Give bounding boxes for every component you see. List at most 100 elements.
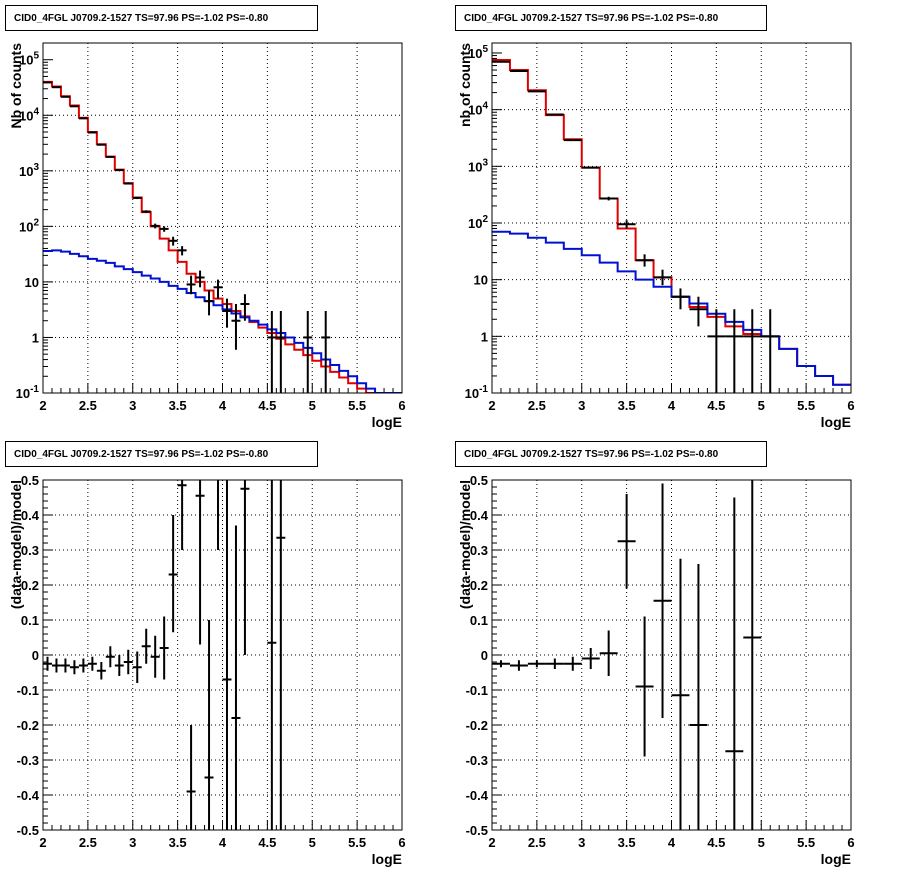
data-point xyxy=(617,220,636,229)
x-tick-label: 4.5 xyxy=(258,835,276,850)
residual-point xyxy=(653,483,672,718)
data-point xyxy=(725,309,744,393)
x-axis-label: logE xyxy=(372,414,402,430)
x-tick-label: 4.5 xyxy=(707,835,725,850)
residual-point xyxy=(222,480,232,830)
panel-title-bottom-left: CID0_4FGL J0709.2-1527 TS=97.96 PS=-1.02… xyxy=(5,441,318,467)
y-tick-label: -0.5 xyxy=(466,823,488,838)
y-tick-label: 102 xyxy=(19,217,39,234)
y-tick-label: 10 xyxy=(474,273,488,288)
y-tick-label: -0.4 xyxy=(17,788,40,803)
data-point xyxy=(159,226,169,232)
y-tick-label: 0 xyxy=(481,648,488,663)
x-tick-label: 4 xyxy=(219,835,227,850)
panel-title-bottom-right: CID0_4FGL J0709.2-1527 TS=97.96 PS=-1.02… xyxy=(455,441,767,467)
data-point xyxy=(96,143,106,146)
y-tick-label: 10-1 xyxy=(16,384,40,401)
y-axis-label: (data-model)/model xyxy=(8,480,24,609)
data-point xyxy=(213,279,223,299)
y-tick-label: -0.1 xyxy=(466,683,488,698)
residual-point xyxy=(231,525,241,830)
data-point xyxy=(635,254,654,267)
data-point xyxy=(51,86,61,89)
data-point xyxy=(653,269,672,286)
series-source-histogram xyxy=(43,249,402,393)
residual-point xyxy=(217,480,220,550)
y-axis-label: nb of counts xyxy=(457,43,473,127)
data-point xyxy=(204,290,214,316)
residual-point xyxy=(563,656,582,671)
data-point xyxy=(168,236,178,246)
residual-point xyxy=(141,628,151,664)
x-tick-label: 5 xyxy=(309,398,316,413)
residual-point xyxy=(635,616,654,757)
residual-point xyxy=(492,660,510,668)
residual-point xyxy=(186,725,196,830)
x-axis-label: logE xyxy=(372,851,402,867)
series-model-histogram xyxy=(43,80,402,393)
y-tick-label: -0.1 xyxy=(17,683,39,698)
y-tick-label: 0.1 xyxy=(21,613,39,628)
residual-point xyxy=(69,660,79,675)
x-tick-label: 5 xyxy=(758,398,765,413)
x-tick-label: 5.5 xyxy=(797,835,815,850)
x-tick-label: 2 xyxy=(39,398,46,413)
residual-point xyxy=(96,662,106,680)
data-point xyxy=(303,310,313,393)
data-point xyxy=(43,81,52,84)
residual-point xyxy=(617,494,636,589)
y-tick-label: -0.5 xyxy=(17,823,39,838)
residual-point xyxy=(78,658,88,673)
data-point xyxy=(69,105,79,108)
data-point xyxy=(105,155,115,158)
residual-point xyxy=(599,630,618,676)
y-tick-label: 0.4 xyxy=(470,508,489,523)
data-point xyxy=(78,117,88,120)
x-tick-label: 5.5 xyxy=(348,398,366,413)
data-point xyxy=(123,182,133,185)
residual-point xyxy=(509,660,528,671)
y-tick-label: 103 xyxy=(19,162,39,179)
data-point xyxy=(276,310,286,393)
series-model-histogram xyxy=(492,59,851,386)
x-tick-label: 2.5 xyxy=(79,398,97,413)
plot-bottom-left: 2 2.5 3 3.5 4 4.5 5 5.5 6 -0.5 -0.4 -0.3 -0.2 -0.1 0 0.… xyxy=(8,473,406,867)
x-tick-label: 2.5 xyxy=(528,835,546,850)
y-tick-label: -0.3 xyxy=(466,753,488,768)
data-point xyxy=(186,275,196,295)
residual-point xyxy=(267,480,277,830)
plot-top-left: 2 2.5 3 3.5 4 4.5 5 5.5 6 10-1 1 10 102 103 104 105 logE… xyxy=(8,42,406,430)
plot-top-right: 2 2.5 3 3.5 4 4.5 5 5.5 6 10-1 1 10 102 103 104 105 logE… xyxy=(457,42,855,430)
x-tick-label: 2 xyxy=(39,835,46,850)
residual-point xyxy=(114,655,124,676)
x-tick-label: 3 xyxy=(578,835,585,850)
x-axis-label: logE xyxy=(821,851,851,867)
residual-point xyxy=(60,658,70,673)
x-tick-label: 5 xyxy=(309,835,316,850)
data-point xyxy=(599,196,618,201)
data-point xyxy=(671,288,690,310)
residual-point xyxy=(545,658,564,669)
data-point xyxy=(743,309,762,393)
residual-point xyxy=(132,651,142,683)
y-tick-label: -0.4 xyxy=(466,788,489,803)
y-tick-label: 0.2 xyxy=(21,578,39,593)
data-point xyxy=(689,296,708,327)
x-tick-label: 3 xyxy=(129,398,136,413)
plot-area xyxy=(492,59,851,393)
x-tick-label: 3.5 xyxy=(169,835,187,850)
x-tick-label: 4.5 xyxy=(707,398,725,413)
x-tick-label: 3.5 xyxy=(169,398,187,413)
x-tick-label: 6 xyxy=(398,835,405,850)
y-tick-label: 0 xyxy=(32,648,39,663)
residual-point xyxy=(87,656,97,671)
data-point xyxy=(509,70,528,73)
y-tick-label: 102 xyxy=(468,214,488,231)
y-tick-label: -0.2 xyxy=(17,718,39,733)
data-point xyxy=(761,309,780,393)
data-point xyxy=(492,60,510,63)
data-point xyxy=(581,166,600,169)
plot-frame xyxy=(42,42,403,394)
y-tick-label: -0.3 xyxy=(17,753,39,768)
residual-point xyxy=(105,646,115,668)
